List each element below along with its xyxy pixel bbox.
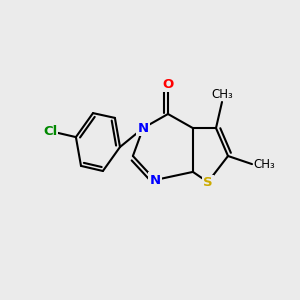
Text: N: N: [149, 173, 161, 187]
Text: CH₃: CH₃: [211, 88, 233, 100]
Text: O: O: [162, 77, 174, 91]
Text: Cl: Cl: [43, 124, 57, 138]
Text: N: N: [137, 122, 149, 135]
Text: S: S: [203, 176, 213, 189]
Text: CH₃: CH₃: [254, 158, 275, 171]
